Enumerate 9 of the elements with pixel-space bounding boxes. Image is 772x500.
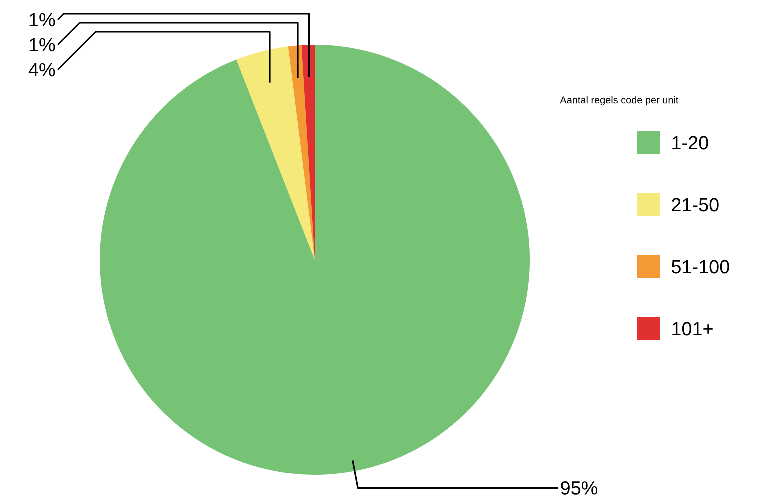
legend-label: 21-50 (672, 198, 719, 212)
legend-label: 101+ (672, 322, 713, 336)
legend-label: 1-20 (672, 136, 708, 150)
legend-label: 51-100 (672, 260, 730, 274)
data-label: 1% (30, 13, 56, 27)
data-label: 95% (561, 481, 598, 495)
data-label: 1% (30, 38, 56, 52)
data-label: 4% (28, 63, 56, 77)
legend-title: Aantal regels code per unit (560, 96, 679, 106)
